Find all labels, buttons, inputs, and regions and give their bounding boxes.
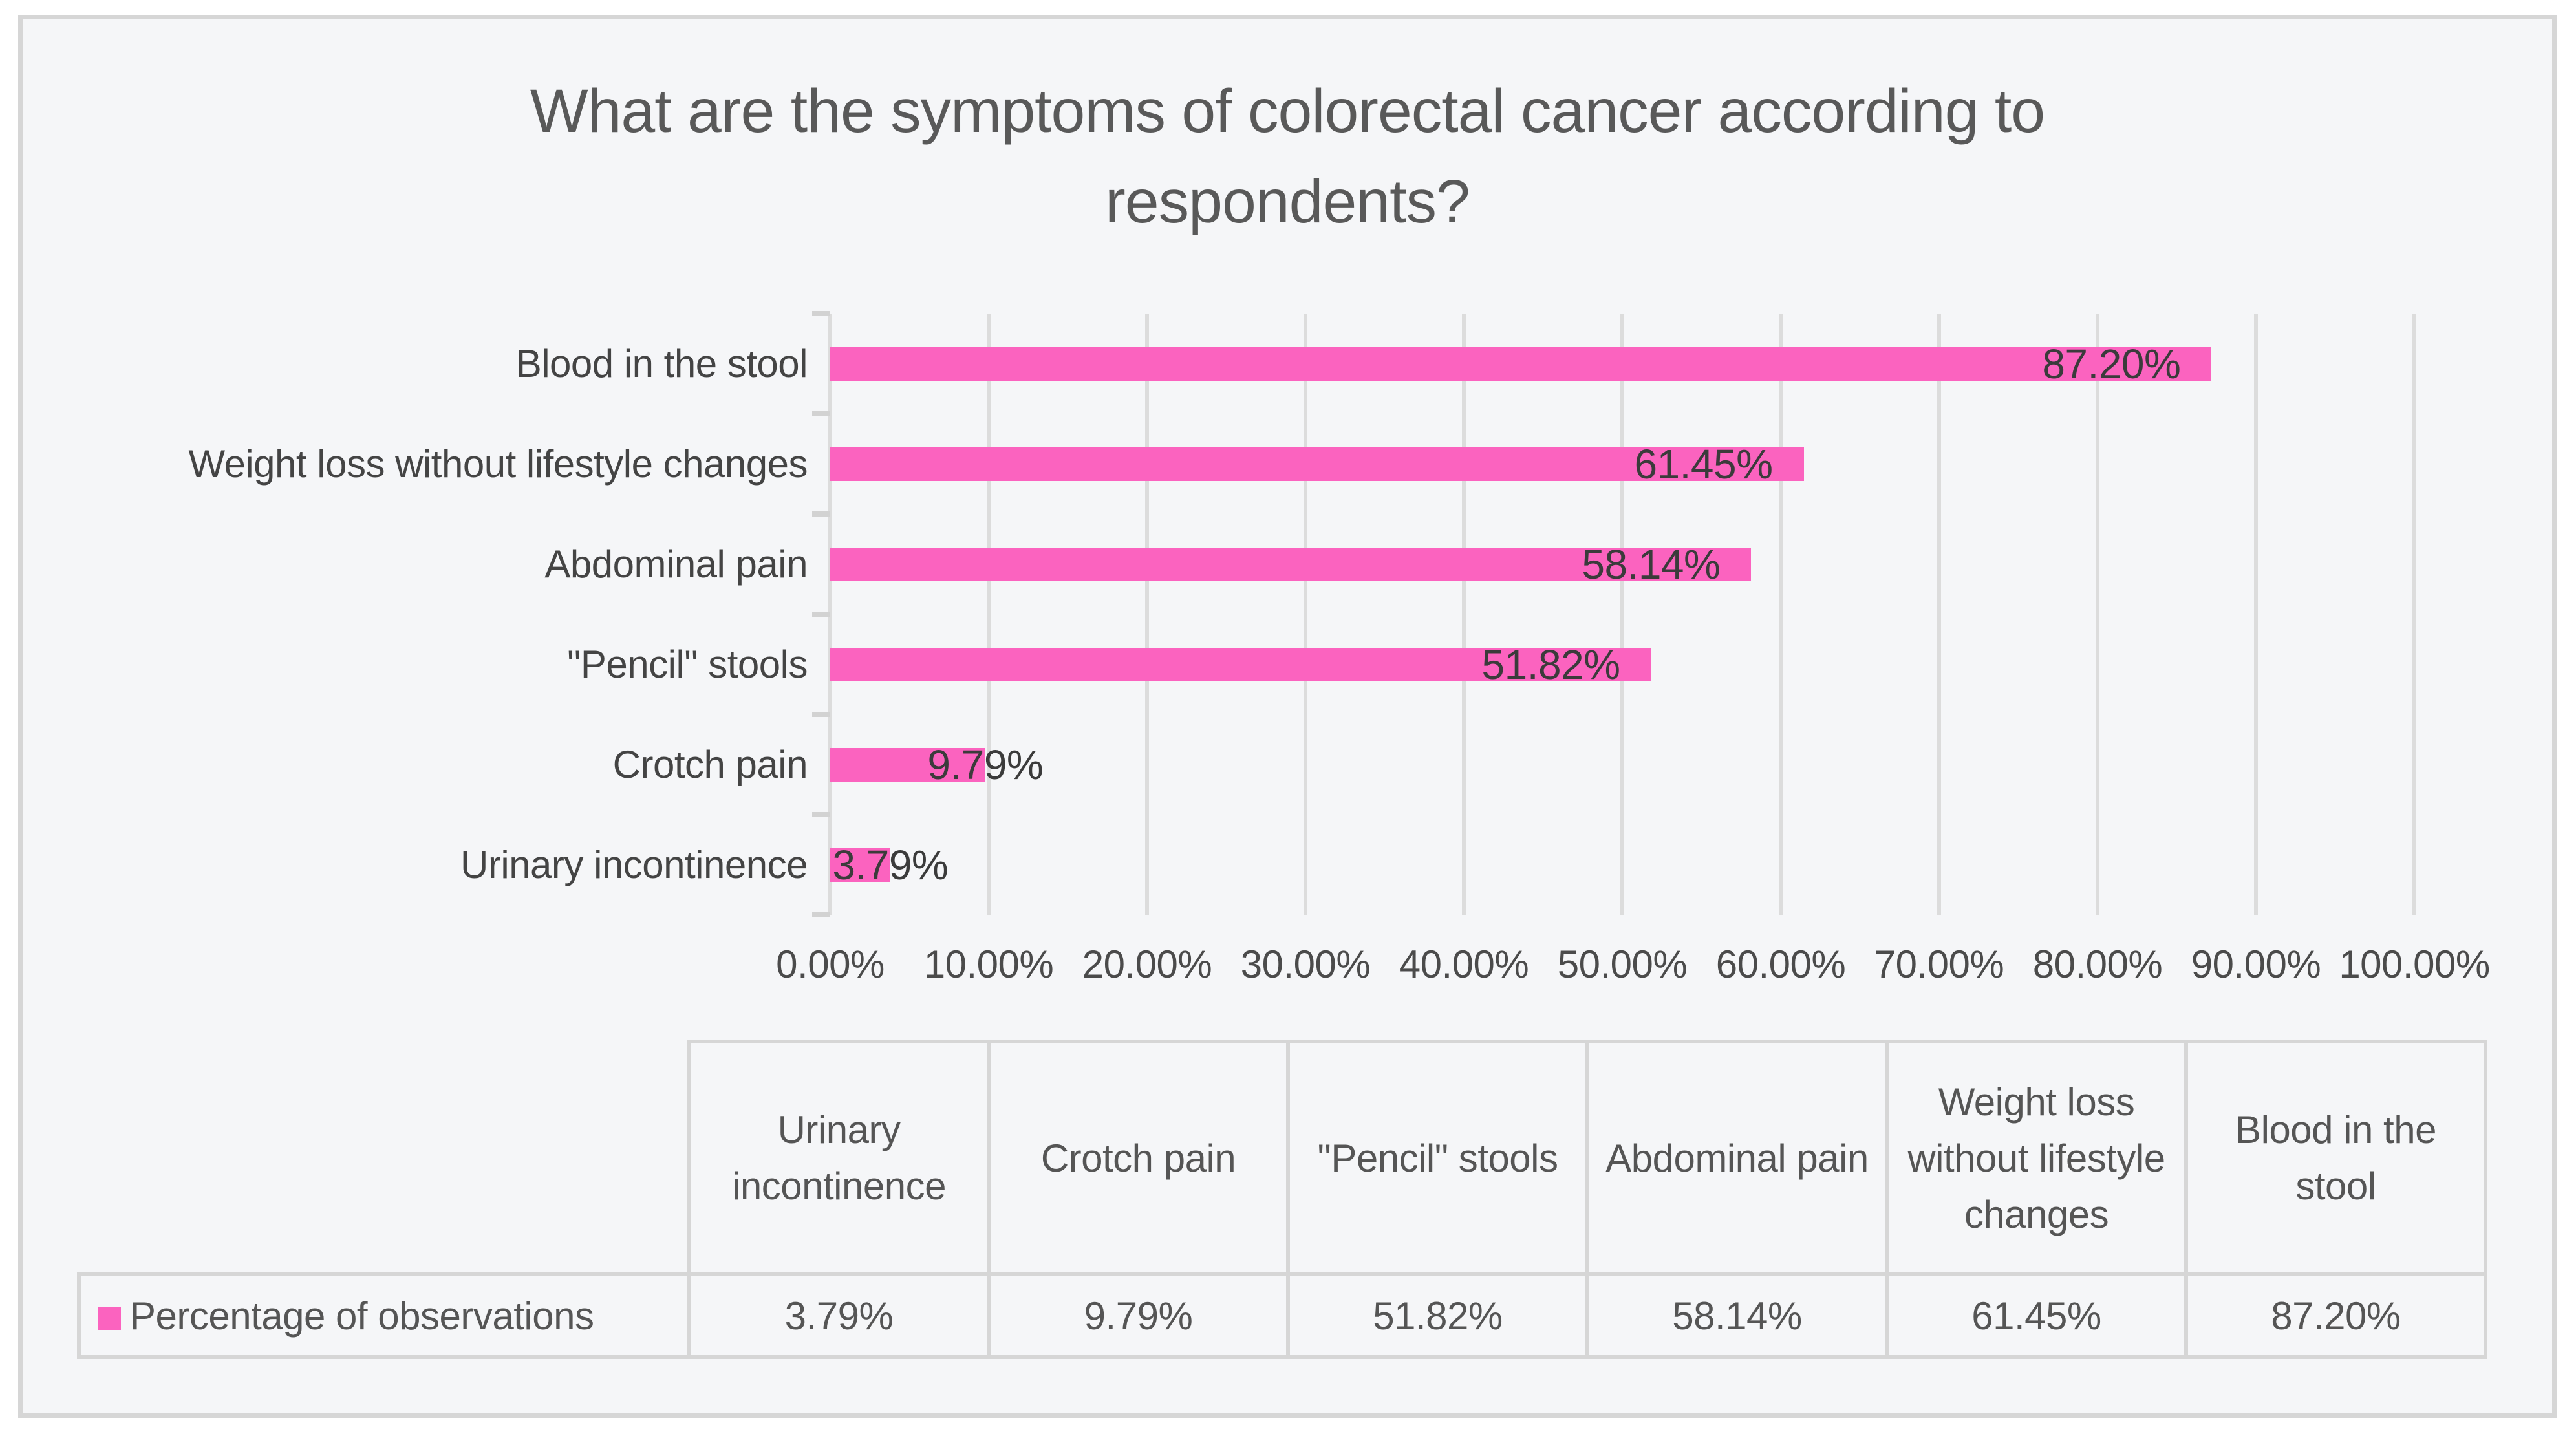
bar: [830, 647, 1651, 681]
table-value-cell: 3.79%: [687, 1272, 991, 1359]
bar: [830, 848, 890, 882]
gridline: [1620, 314, 1624, 915]
x-axis-tick-label: 30.00%: [1240, 943, 1371, 986]
gridline: [1779, 314, 1783, 915]
x-axis-tick-label: 20.00%: [1082, 943, 1212, 986]
data-table: Urinary incontinence Crotch pain "Pencil" …: [77, 1040, 2487, 1359]
bar-value-label: 61.45%: [1634, 440, 1773, 487]
table-header-cell: Crotch pain: [987, 1040, 1290, 1276]
table-header-cell: Blood in the stool: [2184, 1040, 2487, 1276]
legend-swatch: [98, 1306, 121, 1330]
y-axis-tick: [812, 912, 830, 917]
bar-value-label: 9.79%: [927, 741, 1044, 788]
gridline: [1462, 314, 1466, 915]
y-axis-tick: [812, 311, 830, 316]
table-header-cell: Weight loss without lifestyle changes: [1885, 1040, 2188, 1276]
category-label: "Pencil" stools: [567, 643, 808, 686]
category-label: Weight loss without lifestyle changes: [188, 442, 808, 486]
x-axis-tick-label: 100.00%: [2339, 943, 2490, 986]
bar: [830, 447, 1804, 481]
category-label: Crotch pain: [612, 743, 808, 786]
category-label: Urinary incontinence: [460, 843, 808, 886]
plot-area: Blood in the stool 87.20% Weight loss with…: [23, 19, 2552, 1413]
bar-value-label: 3.79%: [832, 841, 949, 888]
table-value-cell: 9.79%: [987, 1272, 1290, 1359]
x-axis-tick-label: 0.00%: [776, 943, 885, 986]
gridline: [1304, 314, 1307, 915]
table-header-cell: Abdominal pain: [1585, 1040, 1889, 1276]
table-header-cell: "Pencil" stools: [1286, 1040, 1589, 1276]
bar-value-label: 51.82%: [1481, 641, 1621, 688]
bar-value-label: 87.20%: [2042, 340, 2181, 387]
x-axis-tick-label: 60.00%: [1715, 943, 1846, 986]
table-legend-spacer: [79, 1042, 689, 1274]
chart-title: What are the symptoms of colorectal canc…: [530, 77, 2045, 236]
bar-value-label: 58.14%: [1582, 540, 1721, 588]
y-axis-tick: [812, 511, 830, 517]
y-axis-tick: [812, 812, 830, 817]
y-axis-tick: [812, 612, 830, 617]
y-axis-tick: [812, 712, 830, 717]
table-value-cell: 51.82%: [1286, 1272, 1589, 1359]
x-axis-tick-label: 50.00%: [1557, 943, 1688, 986]
legend-cell: Percentage of observations: [77, 1272, 691, 1359]
x-axis-tick-label: 70.00%: [1874, 943, 2004, 986]
chart-frame: What are the symptoms of colorectal canc…: [18, 15, 2557, 1418]
gridline: [2254, 314, 2258, 915]
bar: [830, 547, 1752, 581]
x-axis-tick-label: 80.00%: [2032, 943, 2163, 986]
category-label: Blood in the stool: [515, 342, 808, 385]
x-axis-tick-label: 90.00%: [2191, 943, 2321, 986]
table-value-cell: 87.20%: [2184, 1272, 2487, 1359]
table-header-cell: Urinary incontinence: [687, 1040, 991, 1276]
bar: [830, 747, 985, 782]
gridline: [1145, 314, 1149, 915]
y-axis-tick: [812, 411, 830, 416]
x-axis: 0.00% 10.00% 20.00% 30.00% 40.00% 50.00% 60.00…: [23, 19, 2552, 1413]
category-label: Abdominal pain: [544, 542, 808, 586]
legend-label: Percentage of observations: [130, 1294, 594, 1338]
gridline: [987, 314, 991, 915]
gridline: [2412, 314, 2416, 915]
gridline: [2096, 314, 2099, 915]
gridline: [1937, 314, 1941, 915]
table-value-cell: 58.14%: [1585, 1272, 1889, 1359]
x-axis-tick-label: 40.00%: [1399, 943, 1529, 986]
y-axis-line: [828, 314, 832, 915]
x-axis-tick-label: 10.00%: [923, 943, 1054, 986]
bar: [830, 347, 2212, 381]
table-value-cell: 61.45%: [1885, 1272, 2188, 1359]
